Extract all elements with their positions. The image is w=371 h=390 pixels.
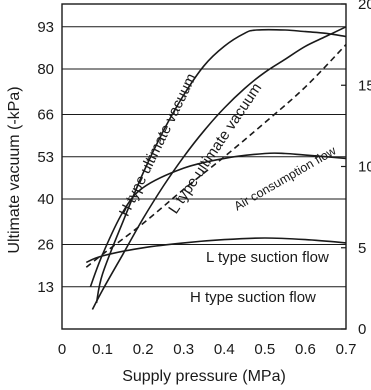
x-axis-title: Supply pressure (MPa) [122,368,286,385]
y-left-tick-label: 66 [37,107,54,124]
series-label-h-suction-flow: H type suction flow [190,289,316,306]
y-right-tick-label: 20 [358,0,371,13]
x-tick-label: 0.5 [254,341,275,358]
series-label-l-suction-flow: L type suction flow [206,249,329,266]
y-left-tick-label: 53 [37,149,54,166]
x-tick-label: 0.4 [214,341,235,358]
x-tick-label: 0 [58,341,66,358]
series-line-4 [85,237,347,264]
series-line-0 [95,28,347,304]
series-lines [85,26,347,310]
y-left-tick-label: 93 [37,19,54,36]
y-right-tick-label: 5 [358,240,366,257]
y-left-tick-label: 80 [37,61,54,78]
y-left-tick-label: 13 [37,279,54,296]
y-right-tick-label: 0 [358,321,366,338]
x-tick-label: 0.6 [295,341,316,358]
y-axis-title: Ultimate vacuum (-kPa) [6,86,23,253]
y-left-tick-label: 26 [37,237,54,254]
x-ticks: 0 0.1 0.2 0.3 0.4 0.5 0.6 0.7 [58,341,357,358]
y-left-tick-label: 40 [37,191,54,208]
x-tick-label: 0.3 [173,341,194,358]
y-right-tick-label: 15 [358,77,371,94]
y-left-ticks: 13 26 40 53 66 80 93 [37,19,54,296]
x-tick-label: 0.2 [133,341,154,358]
x-tick-label: 0.1 [92,341,113,358]
series-line-3 [89,152,347,288]
grid-lines [62,26,346,288]
y-right-tick-label: 10 [358,159,371,176]
x-tick-label: 0.7 [336,341,357,358]
y-right-ticks: 0 5 10 15 20 [341,0,371,338]
series-line-2 [85,44,347,268]
